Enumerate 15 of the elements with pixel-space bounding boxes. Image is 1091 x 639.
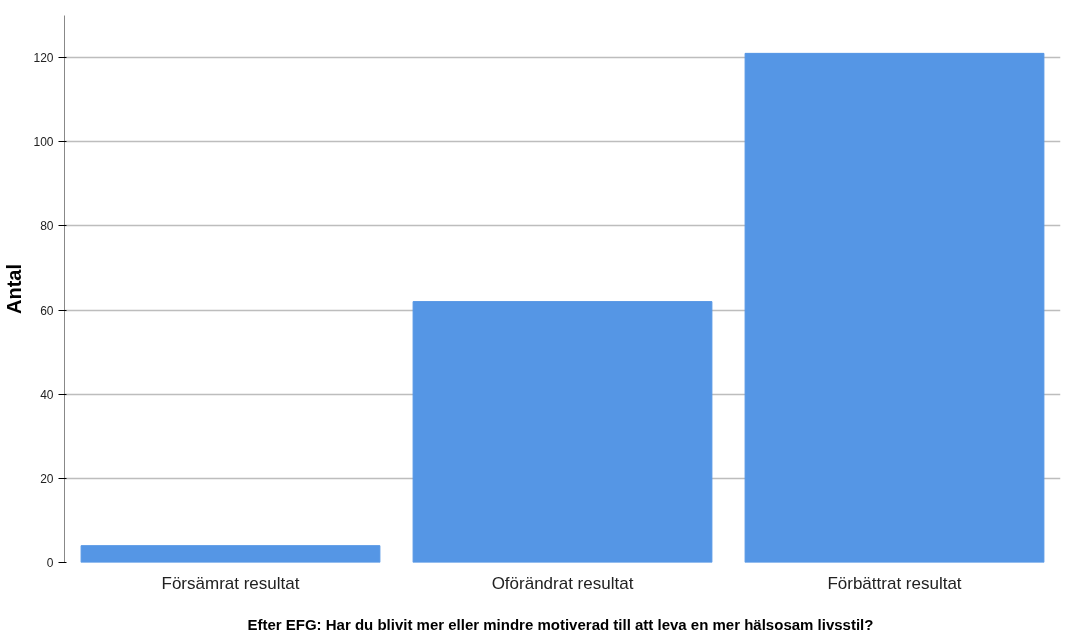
y-tick-label: 60 xyxy=(40,303,54,318)
y-tick-label: 120 xyxy=(33,51,54,66)
y-tick-label: 40 xyxy=(40,387,54,402)
y-tick-label: 80 xyxy=(40,219,54,234)
x-tick-label: Förbättrat resultat xyxy=(827,573,962,593)
x-tick-label: Oförändrat resultat xyxy=(491,573,634,593)
bar xyxy=(80,545,381,563)
y-tick-label: 0 xyxy=(46,556,54,570)
y-tick-label: 20 xyxy=(40,471,54,486)
bar xyxy=(412,301,713,563)
x-axis-title: Efter EFG: Har du blivit mer eller mindre motiverad till att leva en mer hälsosam livsstil? xyxy=(247,615,874,633)
bar xyxy=(744,52,1045,563)
x-tick-label: Försämrat resultat xyxy=(161,573,300,593)
y-axis-title: Antal xyxy=(3,264,26,314)
y-tick-label: 100 xyxy=(33,135,54,150)
